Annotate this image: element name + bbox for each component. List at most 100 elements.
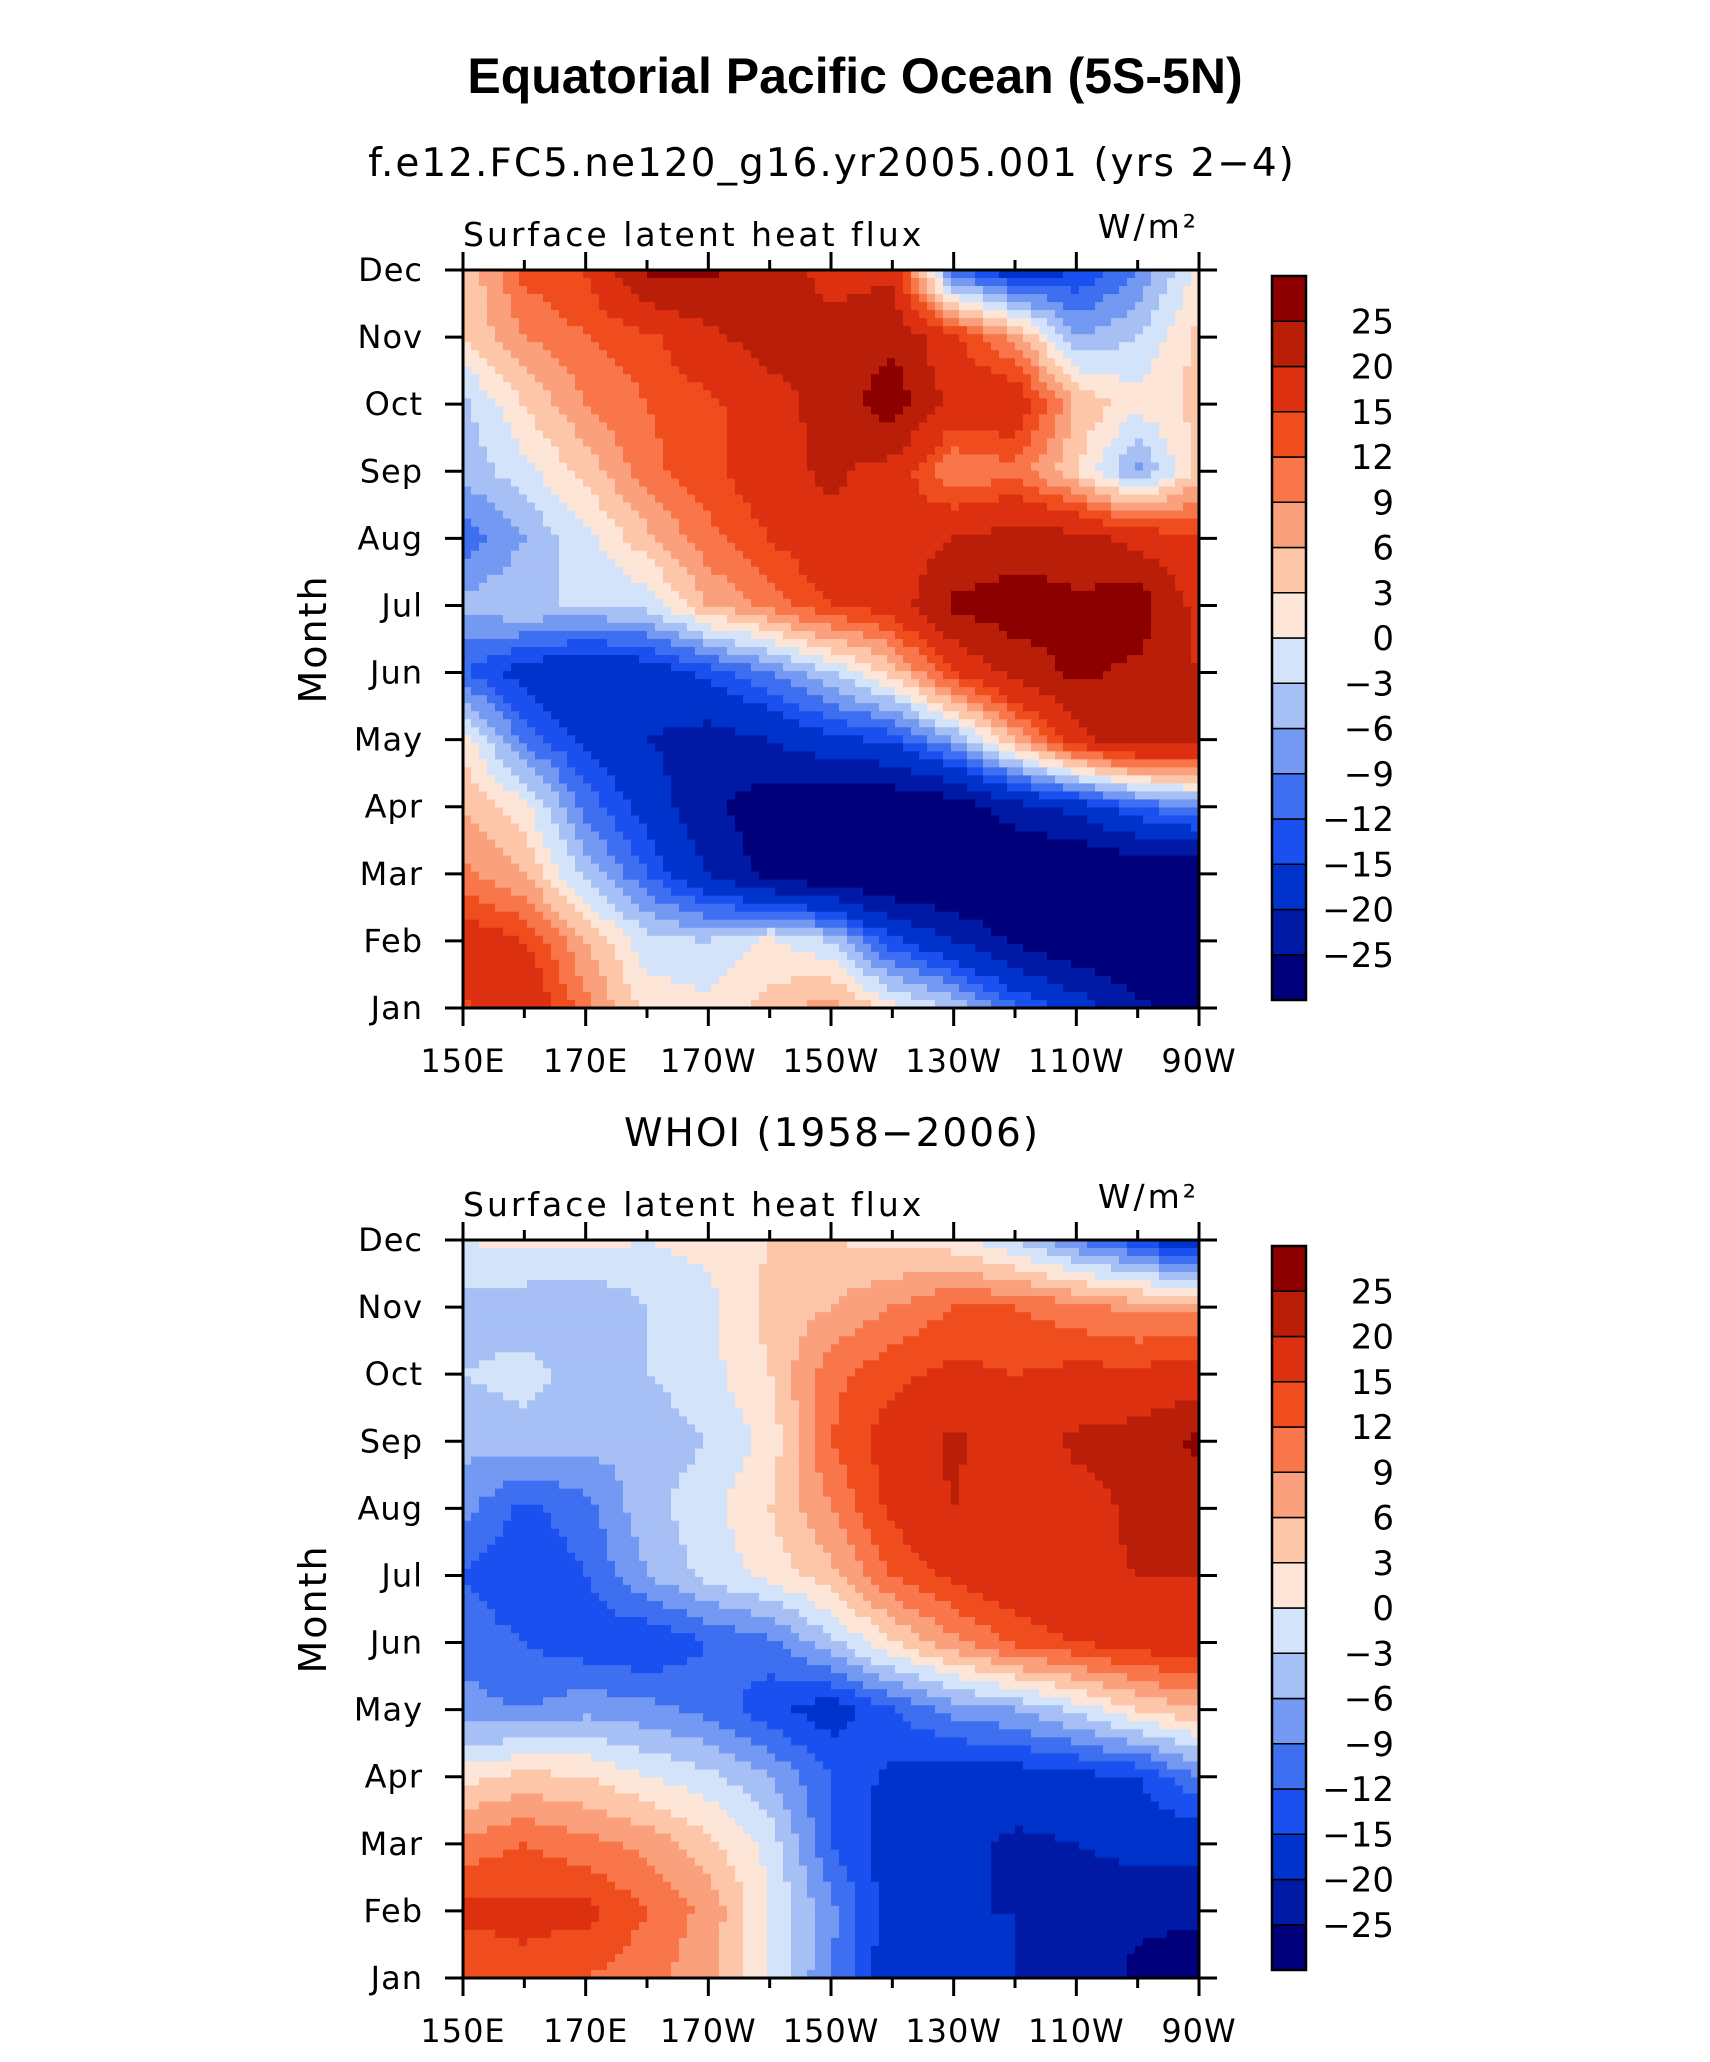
heatmap-cell — [703, 639, 712, 648]
heatmap-cell — [839, 526, 848, 536]
heatmap-cell — [1151, 622, 1160, 632]
heatmap-cell — [799, 478, 808, 488]
heatmap-cell — [759, 294, 768, 303]
heatmap-cell — [503, 350, 512, 359]
heatmap-cell — [815, 582, 824, 592]
heatmap-cell — [599, 358, 608, 367]
heatmap-cell — [639, 358, 648, 367]
heatmap-cell — [751, 342, 760, 351]
heatmap-cell — [1063, 510, 1072, 520]
heatmap-cell — [1055, 695, 1064, 704]
heatmap-cell — [1079, 326, 1088, 335]
heatmap-cell — [1167, 502, 1176, 512]
heatmap-cell — [1055, 318, 1064, 327]
heatmap-cell — [911, 566, 920, 576]
heatmap-cell — [511, 366, 520, 375]
heatmap-cell — [655, 366, 664, 375]
heatmap-cell — [471, 518, 480, 528]
heatmap-cell — [1103, 639, 1112, 648]
heatmap-cell — [767, 526, 776, 536]
heatmap-cell — [1183, 534, 1192, 544]
heatmap-cell — [543, 334, 552, 343]
heatmap-cell — [791, 582, 800, 592]
heatmap-cell — [583, 695, 592, 704]
heatmap-cell — [591, 414, 600, 424]
heatmap-cell — [863, 318, 872, 327]
heatmap-cell — [1127, 286, 1136, 295]
heatmap-cell — [767, 318, 776, 327]
heatmap-cell — [559, 454, 568, 464]
heatmap-cell — [647, 534, 656, 544]
heatmap-cell — [1111, 671, 1120, 680]
heatmap-cell — [503, 566, 512, 576]
heatmap-cell — [767, 438, 776, 448]
heatmap-cell — [695, 590, 704, 600]
heatmap-cell — [687, 534, 696, 544]
heatmap-cell — [1135, 454, 1144, 464]
heatmap-cell — [1119, 454, 1128, 464]
heatmap-cell — [471, 526, 480, 536]
heatmap-cell — [471, 550, 480, 560]
heatmap-cell — [831, 326, 840, 335]
heatmap-cell — [1015, 414, 1024, 424]
heatmap-cell — [487, 695, 496, 704]
heatmap-cell — [1071, 430, 1080, 440]
heatmap-cell — [831, 422, 840, 432]
heatmap-cell — [863, 695, 872, 704]
heatmap-cell — [479, 494, 488, 504]
heatmap-cell — [1023, 494, 1032, 504]
heatmap-cell — [1175, 438, 1184, 448]
heatmap-cell — [703, 398, 712, 407]
heatmap-cell — [535, 454, 544, 464]
heatmap-cell — [991, 606, 1000, 616]
heatmap-cell — [1103, 574, 1112, 584]
heatmap-cell — [767, 622, 776, 632]
heatmap-cell — [487, 270, 496, 279]
heatmap-cell — [1127, 518, 1136, 528]
heatmap-cell — [1087, 486, 1096, 496]
heatmap-cell — [919, 494, 928, 504]
heatmap-cell — [1159, 598, 1168, 608]
heatmap-cell — [943, 462, 952, 472]
heatmap-cell — [1087, 590, 1096, 600]
heatmap-cell — [599, 494, 608, 504]
heatmap-cell — [1015, 422, 1024, 432]
heatmap-cell — [1151, 326, 1160, 335]
heatmap-cell — [623, 310, 632, 319]
heatmap-cell — [991, 566, 1000, 576]
heatmap-cell — [1183, 663, 1192, 672]
heatmap-cell — [471, 695, 480, 704]
heatmap-cell — [903, 526, 912, 536]
heatmap-cell — [695, 302, 704, 311]
heatmap-cell — [607, 663, 616, 672]
heatmap-cell — [1087, 350, 1096, 359]
heatmap-cell — [551, 550, 560, 560]
heatmap-cell — [519, 294, 528, 303]
heatmap-cell — [807, 526, 816, 536]
heatmap-cell — [1167, 655, 1176, 664]
heatmap-cell — [1151, 687, 1160, 696]
heatmap-cell — [567, 342, 576, 351]
heatmap-cell — [1135, 614, 1144, 624]
heatmap-cell — [607, 486, 616, 496]
heatmap-cell — [807, 598, 816, 608]
heatmap-cell — [1151, 695, 1160, 704]
heatmap-cell — [511, 326, 520, 335]
heatmap-cell — [551, 398, 560, 407]
heatmap-cell — [591, 462, 600, 472]
heatmap-cell — [911, 630, 920, 640]
heatmap-cell — [903, 286, 912, 295]
heatmap-cell — [887, 430, 896, 440]
heatmap-cell — [479, 606, 488, 616]
heatmap-cell — [1135, 310, 1144, 319]
heatmap-cell — [479, 534, 488, 544]
heatmap-cell — [535, 695, 544, 704]
heatmap-cell — [1079, 671, 1088, 680]
heatmap-cell — [487, 342, 496, 351]
heatmap-cell — [527, 438, 536, 448]
heatmap-cell — [583, 566, 592, 576]
heatmap-cell — [1183, 590, 1192, 600]
heatmap-cell — [1071, 639, 1080, 648]
heatmap-cell — [1191, 679, 1200, 688]
heatmap-cell — [831, 454, 840, 464]
